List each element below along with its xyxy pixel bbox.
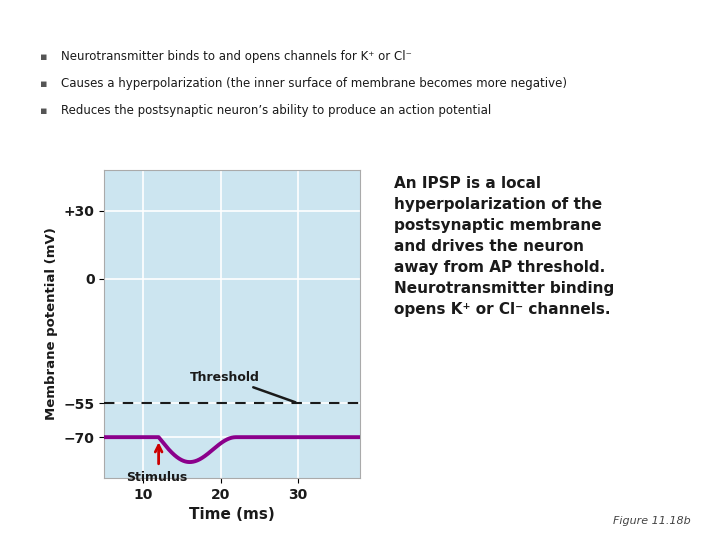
Text: Reduces the postsynaptic neuron’s ability to produce an action potential: Reduces the postsynaptic neuron’s abilit…	[61, 104, 492, 117]
Text: An IPSP is a local
hyperpolarization of the
postsynaptic membrane
and drives the: An IPSP is a local hyperpolarization of …	[394, 176, 614, 316]
Y-axis label: Membrane potential (mV): Membrane potential (mV)	[45, 227, 58, 421]
Text: ▪: ▪	[40, 52, 47, 62]
Text: Threshold: Threshold	[189, 370, 295, 402]
Text: Stimulus: Stimulus	[126, 471, 187, 484]
Text: Figure 11.18b: Figure 11.18b	[613, 516, 691, 526]
Text: ▪: ▪	[40, 106, 47, 116]
X-axis label: Time (ms): Time (ms)	[189, 507, 275, 522]
Text: Causes a hyperpolarization (the inner surface of membrane becomes more negative): Causes a hyperpolarization (the inner su…	[61, 77, 567, 90]
Text: ▪: ▪	[40, 79, 47, 89]
Text: Neurotransmitter binds to and opens channels for K⁺ or Cl⁻: Neurotransmitter binds to and opens chan…	[61, 50, 412, 63]
